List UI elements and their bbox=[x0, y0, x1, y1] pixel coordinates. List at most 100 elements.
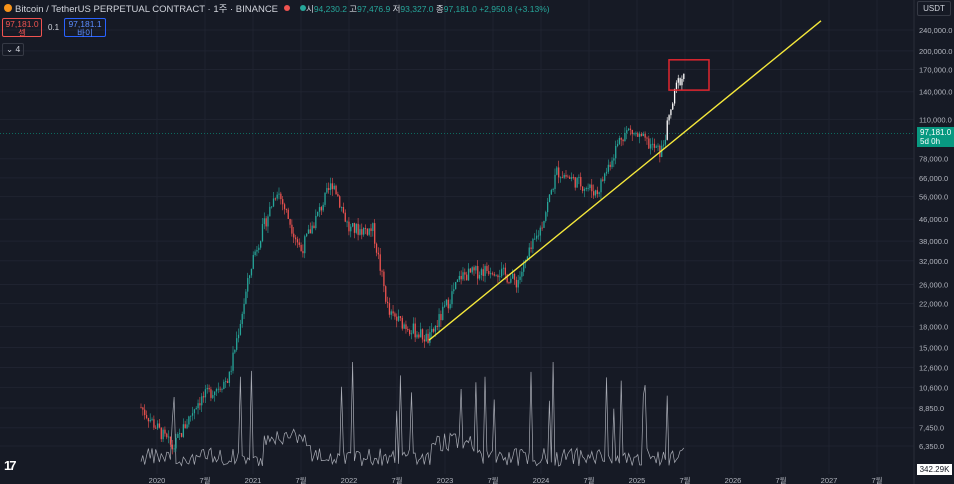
candle-body bbox=[598, 192, 600, 194]
candle-body bbox=[399, 316, 402, 318]
candle-body bbox=[550, 190, 552, 195]
candle-body bbox=[414, 323, 416, 338]
candle-body bbox=[241, 313, 243, 324]
candle-body bbox=[293, 233, 295, 238]
candle-body bbox=[250, 268, 253, 276]
candle-body bbox=[245, 291, 247, 304]
candle-body bbox=[497, 275, 499, 278]
candle-body bbox=[569, 177, 571, 179]
candle-body bbox=[572, 177, 575, 178]
last-price-tag: 97,181.0 5d 0h bbox=[917, 127, 954, 147]
candle-body bbox=[169, 436, 172, 445]
price-tick-label: 140,000.0 bbox=[919, 88, 952, 97]
candle-body bbox=[455, 282, 457, 290]
candle-body bbox=[539, 227, 541, 236]
price-tick-label: 200,000.0 bbox=[919, 47, 952, 56]
candle-body bbox=[145, 415, 148, 419]
candle-body bbox=[530, 247, 532, 249]
candle-body bbox=[681, 78, 683, 86]
buy-button[interactable]: 97,181.1 바이 bbox=[64, 18, 106, 38]
time-tick-label: 7월 bbox=[391, 475, 402, 484]
candle-body bbox=[469, 268, 472, 273]
candle-body bbox=[390, 311, 392, 315]
candle-body bbox=[155, 427, 157, 429]
candle-body bbox=[670, 109, 672, 116]
candle-body bbox=[212, 395, 214, 398]
candle-body bbox=[225, 381, 227, 382]
price-axis: 240,000.0 200,000.0 170,000.0 140,000.0 110,… bbox=[919, 26, 952, 451]
candle-body bbox=[213, 391, 216, 396]
candle-body bbox=[521, 271, 523, 277]
candle-body bbox=[208, 388, 210, 390]
price-tick-label: 66,000.0 bbox=[919, 174, 948, 183]
candle-body bbox=[322, 204, 324, 211]
candle-body bbox=[217, 388, 219, 390]
candle-body bbox=[545, 212, 547, 221]
volume-series bbox=[140, 361, 685, 467]
candle-body bbox=[315, 215, 317, 229]
candle-body bbox=[591, 184, 593, 192]
candle-body bbox=[221, 389, 223, 390]
candle-body bbox=[583, 189, 586, 191]
realtime-status-icon bbox=[300, 5, 307, 11]
candle-body bbox=[228, 371, 231, 383]
candle-body bbox=[664, 139, 667, 145]
candle-body bbox=[409, 330, 411, 335]
candle-body bbox=[464, 272, 466, 275]
sell-button[interactable]: 97,181.0 셀 bbox=[2, 18, 42, 38]
candle-body bbox=[188, 416, 190, 425]
candle-body bbox=[175, 437, 177, 449]
candle-body bbox=[206, 388, 208, 390]
candle-body bbox=[526, 256, 529, 260]
candle-body bbox=[346, 221, 348, 223]
candle-body bbox=[535, 235, 538, 239]
candle-body bbox=[348, 221, 350, 232]
candle-body bbox=[201, 396, 203, 406]
candle-body bbox=[147, 418, 150, 422]
candle-body bbox=[558, 167, 560, 178]
candle-body bbox=[462, 272, 464, 280]
candle-body bbox=[440, 314, 442, 321]
candle-body bbox=[673, 88, 676, 104]
candle-body bbox=[342, 206, 345, 213]
candle-body bbox=[247, 278, 249, 292]
candle-body bbox=[443, 305, 446, 307]
indicators-toggle[interactable]: ⌄ 4 bbox=[2, 43, 25, 56]
candle-body bbox=[616, 143, 619, 146]
currency-select[interactable]: USDT bbox=[917, 1, 951, 16]
candle-body bbox=[679, 78, 681, 86]
candle-body bbox=[254, 251, 256, 256]
candle-body bbox=[657, 145, 659, 147]
candle-body bbox=[429, 332, 431, 343]
candle-body bbox=[307, 229, 310, 234]
candle-body bbox=[226, 381, 229, 383]
time-tick-label: 2026 bbox=[725, 476, 742, 484]
candle-body bbox=[265, 218, 267, 227]
price-tick-label: 7,450.0 bbox=[919, 424, 944, 433]
time-tick-label: 7월 bbox=[679, 475, 690, 484]
symbol-title[interactable]: Bitcoin / TetherUS PERPETUAL CONTRACT · … bbox=[15, 4, 279, 15]
candle-body bbox=[285, 209, 288, 210]
candle-body bbox=[407, 328, 409, 331]
candle-body bbox=[613, 158, 615, 161]
symbol-header: Bitcoin / TetherUS PERPETUAL CONTRACT · … bbox=[0, 0, 307, 16]
candle-body bbox=[622, 139, 624, 142]
price-tick-label: 170,000.0 bbox=[919, 65, 952, 74]
candle-body bbox=[631, 129, 633, 135]
candle-body bbox=[629, 128, 632, 130]
candle-body bbox=[576, 177, 578, 188]
candle-body bbox=[580, 176, 582, 187]
candle-body bbox=[372, 223, 374, 231]
market-status-icon bbox=[284, 5, 291, 11]
candle-body bbox=[340, 206, 343, 208]
candle-body bbox=[311, 225, 313, 234]
candle-body bbox=[388, 303, 391, 315]
candle-body bbox=[596, 190, 598, 194]
candle-body bbox=[283, 204, 286, 210]
candle-body bbox=[326, 188, 328, 193]
price-tick-label: 26,000.0 bbox=[919, 281, 948, 290]
candle-body bbox=[278, 193, 280, 195]
candle-body bbox=[195, 408, 197, 410]
candle-body bbox=[396, 316, 398, 321]
